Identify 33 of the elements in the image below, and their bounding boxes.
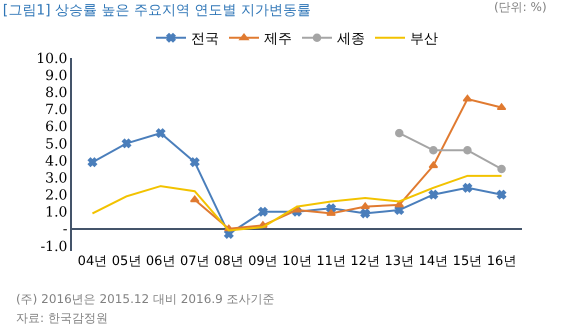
y-tick-label: 4.0 bbox=[45, 153, 68, 170]
legend-label: 전국 bbox=[191, 31, 219, 48]
x-tick-label: 11년 bbox=[316, 254, 346, 269]
legend-label: 세종 bbox=[337, 31, 365, 48]
y-tick-label: 8.0 bbox=[45, 85, 68, 102]
x-tick-label: 15년 bbox=[452, 254, 482, 269]
x-tick-label: 10년 bbox=[282, 254, 312, 269]
text: 자료: 한국감정원 bbox=[16, 311, 108, 325]
x-tick-label: 04년 bbox=[78, 254, 108, 269]
x-tick-label: 05년 bbox=[112, 254, 142, 269]
y-tick-label: 5.0 bbox=[45, 136, 68, 152]
text: (주) 2016년은 2015.12 대비 2016.9 조사기준 bbox=[16, 292, 275, 306]
legend-label: 제주 bbox=[264, 31, 292, 48]
x-tick-label: 13년 bbox=[384, 254, 414, 269]
y-tick-label: 3.0 bbox=[45, 170, 68, 186]
x-tick-label: 14년 bbox=[418, 254, 448, 269]
y-tick-label: 1.0 bbox=[45, 204, 68, 221]
y-tick-label: -1.0 bbox=[40, 238, 68, 255]
y-tick-label: 10.0 bbox=[36, 50, 68, 67]
y-tick-label: 7.0 bbox=[45, 102, 68, 118]
x-tick-label: 09년 bbox=[248, 254, 278, 269]
x-tick-label: 16년 bbox=[486, 254, 516, 269]
y-tick-label: - bbox=[62, 222, 68, 238]
y-tick-label: 2.0 bbox=[45, 188, 68, 204]
legend-label: 부산 bbox=[410, 31, 438, 48]
x-tick-label: 12년 bbox=[350, 254, 380, 269]
x-tick-label: 07년 bbox=[180, 254, 210, 269]
x-tick-label: 06년 bbox=[146, 254, 176, 269]
text: (단위: %) bbox=[494, 0, 547, 14]
y-tick-label: 9.0 bbox=[45, 68, 68, 84]
x-tick-label: 08년 bbox=[214, 254, 244, 269]
y-tick-label: 6.0 bbox=[45, 119, 68, 136]
chart-title: [그림1] 상승률 높은 주요지역 연도별 지가변동률 bbox=[2, 2, 311, 19]
